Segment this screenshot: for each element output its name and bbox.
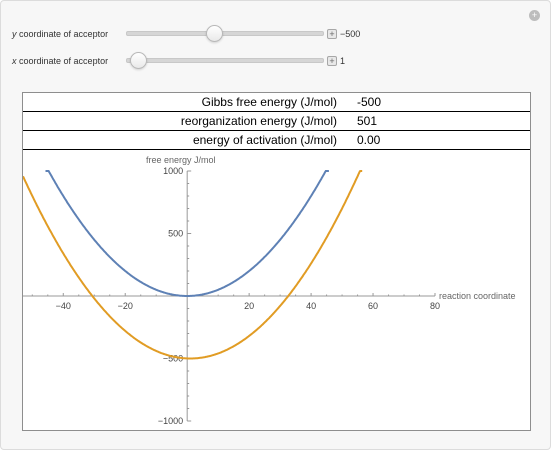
gibbs-value: -500 bbox=[357, 93, 530, 112]
x-tick-label: 40 bbox=[306, 301, 316, 311]
energy-plot: free energy J/mol reaction coordinate −4… bbox=[23, 155, 516, 426]
y-slider-track[interactable] bbox=[126, 31, 324, 36]
x-slider-track[interactable] bbox=[126, 58, 324, 63]
y-label-text: coordinate of acceptor bbox=[19, 29, 109, 39]
x-tick-label: −20 bbox=[118, 301, 133, 311]
y-tick-label: 1000 bbox=[163, 166, 183, 176]
x-slider-thumb[interactable] bbox=[129, 52, 147, 69]
table-row: Gibbs free energy (J/mol) -500 bbox=[23, 93, 530, 112]
x-tick-label: −40 bbox=[56, 301, 71, 311]
x-tick-label: 80 bbox=[430, 301, 440, 311]
x-value: 1 bbox=[340, 56, 346, 66]
x-expand-icon[interactable]: + bbox=[327, 56, 337, 66]
y-value: −500 bbox=[340, 29, 361, 39]
x-var-label: x bbox=[12, 56, 17, 66]
reorganization-value: 501 bbox=[357, 111, 530, 131]
y-var-label: y bbox=[12, 29, 17, 39]
y-tick-label: −500 bbox=[163, 354, 183, 364]
y-slider-label: y coordinate of acceptor bbox=[12, 29, 108, 39]
x-label-text: coordinate of acceptor bbox=[19, 56, 109, 66]
x-axis-label: reaction coordinate bbox=[439, 291, 516, 301]
gibbs-label: Gibbs free energy (J/mol) bbox=[23, 93, 357, 112]
reorganization-label: reorganization energy (J/mol) bbox=[23, 111, 357, 131]
reactant-curve bbox=[45, 170, 329, 297]
y-expand-icon[interactable]: + bbox=[327, 29, 337, 39]
y-axis-label: free energy J/mol bbox=[146, 155, 216, 165]
output-area: Gibbs free energy (J/mol) -500 reorganiz… bbox=[22, 92, 531, 431]
y-tick-label: −1000 bbox=[158, 416, 183, 426]
product-curve bbox=[23, 170, 363, 360]
table-row: reorganization energy (J/mol) 501 bbox=[23, 111, 530, 131]
table-row: energy of activation (J/mol) 0.00 bbox=[23, 130, 530, 150]
y-tick-label: 500 bbox=[168, 229, 183, 239]
x-slider-label: x coordinate of acceptor bbox=[12, 56, 108, 66]
x-tick-label: 20 bbox=[244, 301, 254, 311]
y-slider-thumb[interactable] bbox=[205, 25, 223, 42]
activation-label: energy of activation (J/mol) bbox=[23, 130, 357, 150]
reset-icon[interactable]: + bbox=[529, 10, 540, 21]
results-table: Gibbs free energy (J/mol) -500 reorganiz… bbox=[23, 93, 530, 150]
activation-value: 0.00 bbox=[357, 130, 530, 150]
x-tick-label: 60 bbox=[368, 301, 378, 311]
